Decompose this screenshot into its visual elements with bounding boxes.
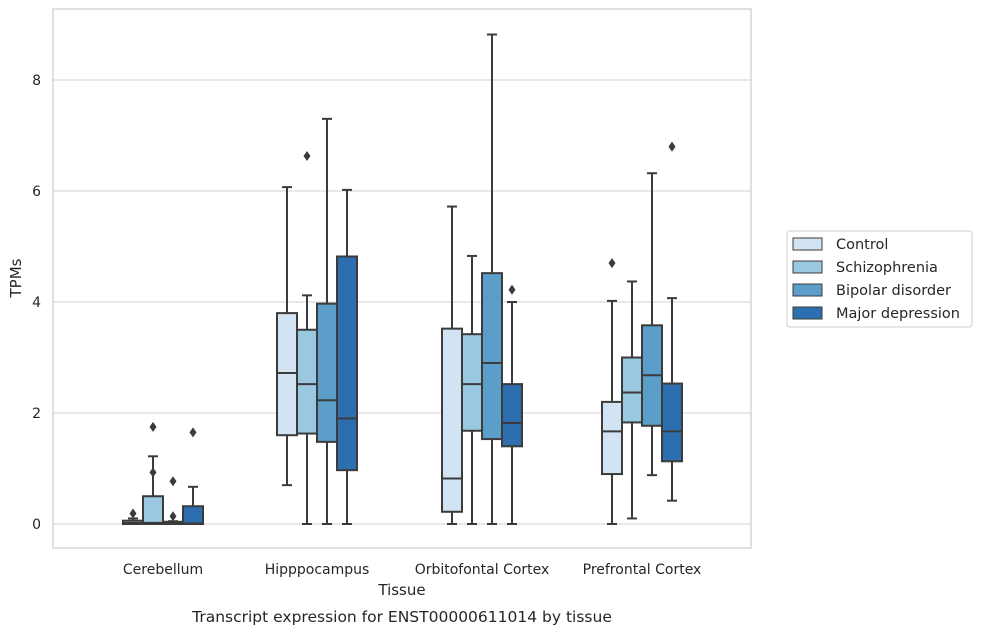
box-iqr (661, 382, 683, 463)
box-plot (481, 33, 503, 525)
outlier-point (608, 258, 616, 269)
outlier-point (149, 467, 157, 478)
outlier-point (169, 511, 177, 522)
box-iqr (501, 383, 523, 448)
box-iqr (336, 255, 358, 472)
outlier-point (169, 476, 177, 487)
legend-frame (786, 230, 973, 328)
legend-swatch (792, 283, 823, 297)
box-plot (122, 508, 144, 525)
box-plot (276, 186, 298, 487)
x-tick-label: Cerebellum (123, 562, 203, 578)
legend-label: Schizophrenia (836, 260, 938, 276)
y-tick-label: 0 (32, 517, 41, 533)
box-iqr (621, 356, 643, 424)
outlier-point (508, 284, 516, 295)
box-plot (461, 254, 483, 525)
box-plot (182, 427, 204, 525)
legend-items: Control Schizophrenia Bipolar disorder Majo… (792, 237, 960, 322)
y-tick-label: 6 (32, 184, 41, 200)
box-plot (336, 188, 358, 525)
legend-label: Bipolar disorder (836, 283, 951, 299)
box-iqr (182, 505, 204, 525)
outlier-point (189, 427, 197, 438)
box-iqr (601, 400, 623, 476)
chart-caption: Transcript expression for ENST0000061101… (191, 608, 612, 626)
tick-layer: 0 2 4 6 8 Cerebellum Hipppocampus Orbitofontal … (32, 73, 701, 578)
grid-layer (53, 79, 751, 525)
box-plot (501, 284, 523, 525)
box-plot (142, 421, 164, 525)
legend-label: Major depression (836, 306, 960, 322)
y-axis-title: TPMs (7, 258, 25, 298)
box-iqr (142, 495, 164, 525)
box-plot (641, 172, 663, 477)
outlier-point (149, 421, 157, 432)
y-tick-label: 8 (32, 73, 41, 89)
box-iqr (481, 272, 503, 441)
box-iqr (441, 327, 463, 513)
plot-frame (52, 8, 752, 549)
legend-swatch (792, 260, 823, 274)
y-tick-label: 4 (32, 295, 41, 311)
legend-swatch (792, 306, 823, 320)
box-iqr (461, 333, 483, 432)
x-axis-title: Tissue (377, 581, 425, 599)
box-iqr (276, 312, 298, 437)
box-plot (296, 151, 318, 525)
box-iqr (316, 302, 338, 443)
box-layer (122, 33, 683, 526)
legend: Control Schizophrenia Bipolar disorder Majo… (786, 230, 973, 328)
box-plot (661, 141, 683, 502)
outlier-point (129, 508, 137, 519)
outlier-point (668, 141, 676, 152)
box-plot (601, 258, 623, 525)
box-iqr (296, 328, 318, 435)
outlier-point (303, 151, 311, 162)
box-plot (441, 205, 463, 525)
box-plot (621, 280, 643, 520)
y-tick-label: 2 (32, 406, 41, 422)
legend-label: Control (836, 237, 888, 253)
x-tick-label: Prefrontal Cortex (583, 562, 702, 578)
box-plot (316, 117, 338, 525)
legend-swatch (792, 237, 823, 251)
x-tick-label: Orbitofontal Cortex (415, 562, 550, 578)
x-tick-label: Hipppocampus (265, 562, 370, 578)
box-plot (162, 476, 184, 526)
